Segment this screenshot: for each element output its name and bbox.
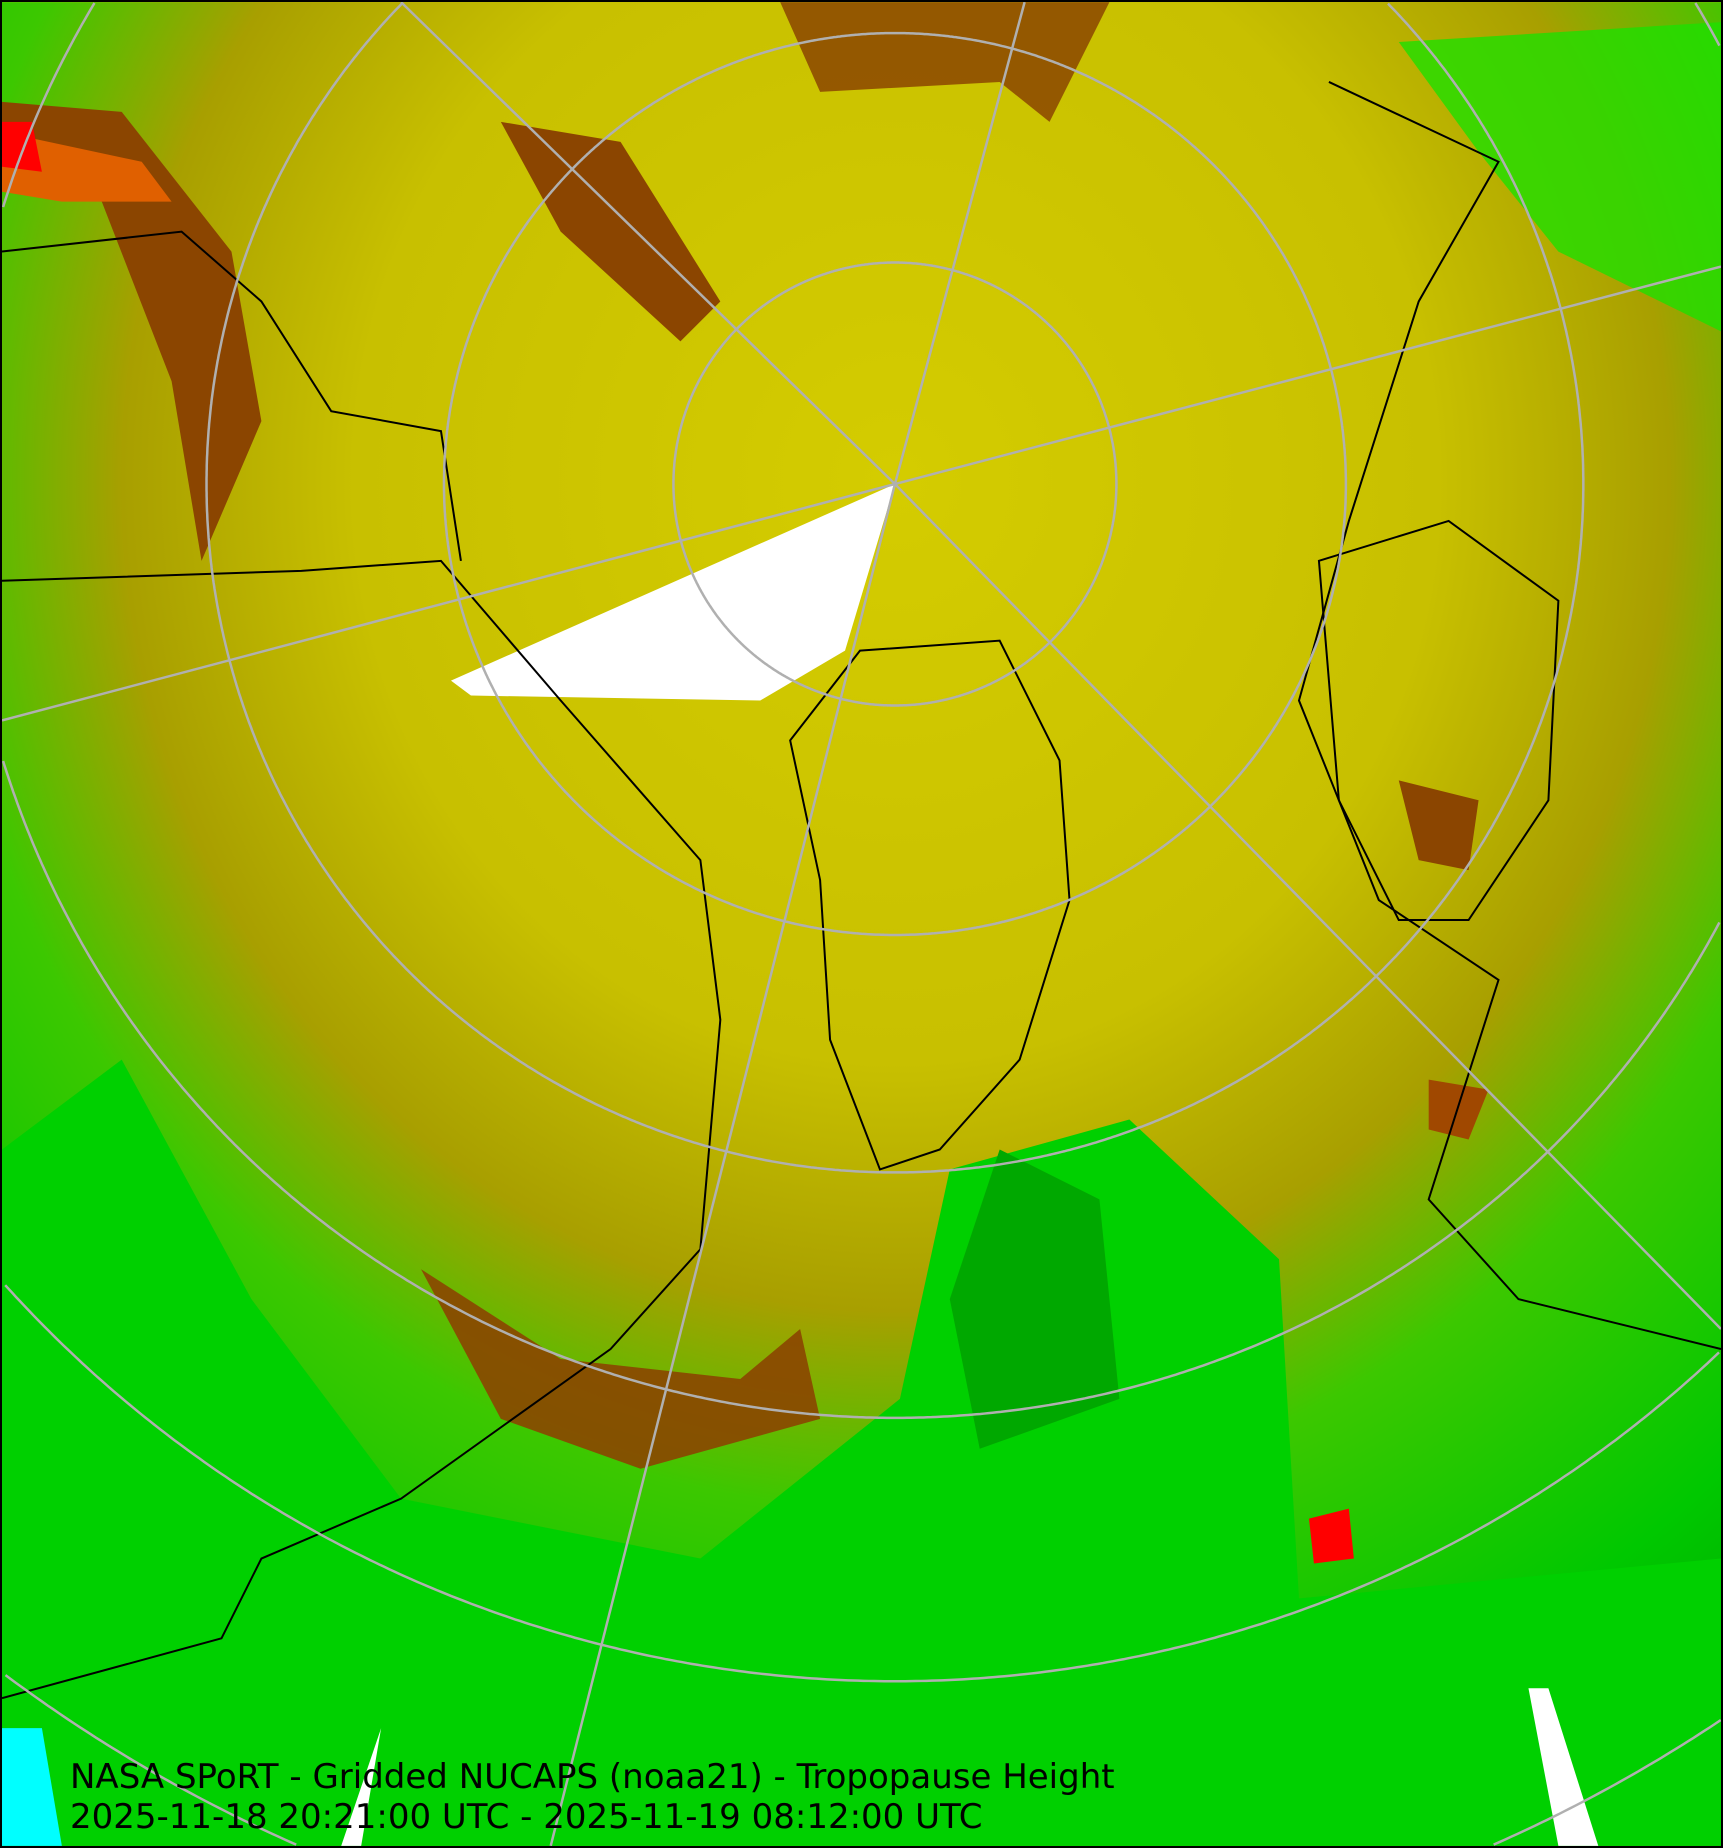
brown-patch-scandinavia (1398, 780, 1479, 871)
brown-band-north (780, 2, 1110, 122)
meridian (894, 483, 1721, 1330)
green-region-atlantic (2, 1059, 1721, 1846)
meridian (2, 482, 896, 722)
latitude-circle (4, 1284, 1720, 1683)
red-patch-alaska (2, 121, 42, 172)
latitude-circle (4, 1674, 297, 1846)
latitude-circle (1694, 2, 1721, 47)
latitude-circle (2, 2, 96, 208)
brown-band-alaska (2, 101, 262, 561)
latitude-circle (442, 31, 1348, 937)
meridian (400, 2, 896, 485)
brown-band-arctic (500, 121, 721, 342)
green-region-europe (1398, 22, 1721, 332)
greenland-outline (789, 639, 1071, 1171)
latitude-circle (1493, 1719, 1721, 1846)
red-patch-atlantic (1308, 1508, 1354, 1564)
dark-green-region (949, 1149, 1120, 1449)
latitude-circle (205, 2, 1585, 1174)
no-data-wedge (450, 484, 895, 701)
cyan-region (2, 1728, 62, 1846)
latitude-circle (672, 261, 1118, 707)
brown-patch-uk (1428, 1079, 1489, 1140)
latitude-circle (2, 760, 1721, 1420)
orange-band (2, 131, 172, 202)
meridian (549, 483, 897, 1846)
scandinavia-outline (1317, 519, 1560, 922)
latitude-circle (1387, 2, 1585, 485)
map-time-range: 2025-11-18 20:21:00 UTC - 2025-11-19 08:… (70, 1797, 983, 1837)
map-title: NASA SPoRT - Gridded NUCAPS (noaa21) - T… (70, 1757, 1115, 1797)
canada-outline (2, 559, 722, 1700)
meridian (894, 265, 1721, 486)
brown-band-eastcanada (421, 1269, 821, 1469)
coastlines (2, 81, 1721, 1700)
meridian (893, 2, 1026, 485)
